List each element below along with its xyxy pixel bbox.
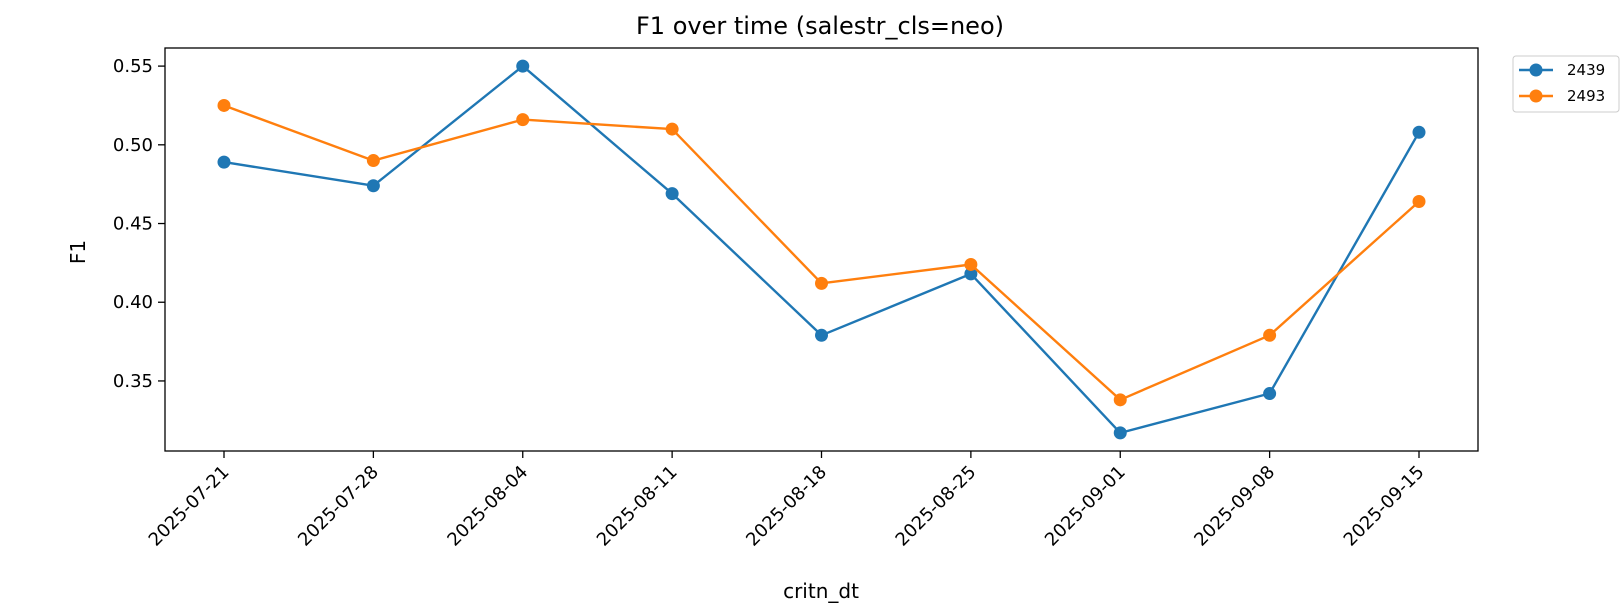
x-tick-label: 2025-08-04 [443, 462, 532, 551]
y-tick-label: 0.45 [113, 214, 153, 235]
data-point-2493 [366, 154, 380, 168]
data-point-2439 [815, 328, 828, 342]
data-point-2493 [665, 122, 679, 136]
data-point-2439 [217, 155, 231, 169]
y-axis-label: F1 [66, 240, 90, 264]
series-line-2493 [223, 104, 1420, 401]
x-tick-label: 2025-08-18 [742, 462, 831, 551]
plot-frame [164, 47, 1479, 452]
legend: 2439 2493 [1512, 55, 1620, 113]
data-point-2439 [1113, 426, 1127, 440]
data-point-2493 [1412, 194, 1426, 208]
legend-marker-2439 [1529, 63, 1543, 77]
x-tick-label: 2025-08-11 [593, 462, 682, 551]
y-tick-label: 0.55 [113, 56, 153, 77]
x-tick-label: 2025-07-28 [294, 462, 383, 551]
y-tick-label: 0.35 [113, 371, 153, 392]
legend-label-2439: 2439 [1567, 61, 1605, 79]
data-point-2493 [217, 98, 231, 112]
legend-label-2493: 2493 [1567, 87, 1605, 105]
data-point-2493 [516, 113, 530, 127]
x-tick-label: 2025-09-01 [1041, 462, 1130, 551]
plot-area: 0.35 0.40 0.45 0.50 0.55 2025-07-21 2025-07-28… [113, 47, 1479, 551]
data-point-2493 [1263, 328, 1277, 342]
data-point-2439 [665, 187, 679, 201]
y-tick-label: 0.40 [113, 292, 153, 313]
data-point-2493 [964, 257, 978, 271]
chart-title: F1 over time (salestr_cls=neo) [636, 12, 1004, 40]
series-line-2439 [223, 64, 1421, 435]
data-point-2439 [964, 267, 978, 281]
data-point-2439 [516, 59, 530, 73]
data-point-2439 [1263, 387, 1277, 401]
x-axis-label: critn_dt [783, 579, 859, 603]
y-tick-label: 0.50 [113, 135, 153, 156]
data-point-2493 [815, 276, 828, 290]
data-point-2439 [366, 179, 380, 193]
x-tick-label: 2025-07-21 [145, 462, 234, 551]
data-point-2439 [1412, 125, 1426, 139]
data-point-2493 [1113, 393, 1127, 407]
x-tick-label: 2025-08-25 [892, 462, 981, 551]
x-tick-label: 2025-09-15 [1340, 462, 1429, 551]
x-tick-label: 2025-09-08 [1190, 462, 1279, 551]
legend-marker-2493 [1529, 89, 1543, 103]
